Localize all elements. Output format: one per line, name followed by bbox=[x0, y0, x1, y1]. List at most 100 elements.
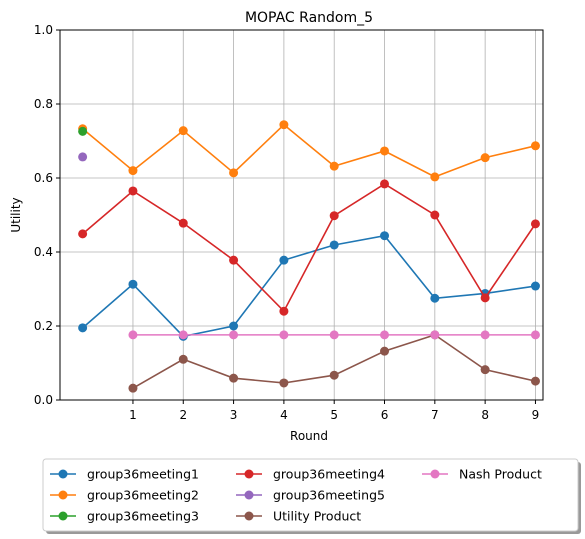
legend-entry-group36meeting3: group36meeting3 bbox=[50, 509, 199, 524]
data-point-group36meeting2 bbox=[530, 141, 540, 151]
x-tick-label: 9 bbox=[532, 408, 540, 422]
data-point-utility-product bbox=[530, 376, 540, 386]
series-group36meeting4 bbox=[78, 179, 540, 316]
data-point-group36meeting1 bbox=[329, 240, 339, 250]
legend-entry-nash-product: Nash Product bbox=[422, 467, 542, 482]
legend: group36meeting1 group36meeting2 group36mee… bbox=[42, 458, 581, 534]
legend-box bbox=[42, 458, 579, 532]
data-point-group36meeting4 bbox=[530, 219, 540, 229]
y-tick-label: 0.4 bbox=[34, 245, 53, 259]
y-tick-label: 0.0 bbox=[34, 393, 53, 407]
series-group36meeting2 bbox=[78, 120, 540, 182]
legend-label: group36meeting2 bbox=[87, 488, 199, 503]
x-tick-label: 6 bbox=[381, 408, 389, 422]
data-point-group36meeting1 bbox=[430, 293, 440, 303]
data-point-nash-product bbox=[430, 330, 440, 340]
legend-entry-group36meeting4: group36meeting4 bbox=[236, 467, 385, 482]
y-tick-label: 0.6 bbox=[34, 171, 53, 185]
data-point-group36meeting4 bbox=[279, 306, 289, 316]
legend-marker bbox=[58, 511, 68, 521]
data-point-nash-product bbox=[530, 330, 540, 340]
data-point-group36meeting1 bbox=[229, 321, 239, 331]
data-point-group36meeting4 bbox=[229, 255, 239, 265]
data-point-group36meeting5 bbox=[78, 152, 88, 162]
data-point-utility-product bbox=[128, 383, 138, 393]
x-tick-label: 5 bbox=[330, 408, 338, 422]
x-axis-label: Round bbox=[290, 429, 328, 443]
data-point-group36meeting2 bbox=[178, 126, 188, 136]
legend-entry-group36meeting5: group36meeting5 bbox=[236, 488, 385, 503]
data-point-group36meeting4 bbox=[329, 211, 339, 221]
data-point-utility-product bbox=[178, 354, 188, 364]
legend-label: Nash Product bbox=[459, 467, 542, 482]
series-group36meeting1 bbox=[78, 231, 540, 341]
data-point-group36meeting1 bbox=[279, 255, 289, 265]
legend-label: group36meeting5 bbox=[273, 488, 385, 503]
data-point-nash-product bbox=[279, 330, 289, 340]
data-point-utility-product bbox=[229, 373, 239, 383]
data-point-group36meeting2 bbox=[229, 168, 239, 178]
y-tick-label: 0.2 bbox=[34, 319, 53, 333]
data-point-group36meeting2 bbox=[430, 172, 440, 182]
legend-marker bbox=[244, 511, 254, 521]
data-point-group36meeting1 bbox=[78, 323, 88, 333]
y-tick-label: 1.0 bbox=[34, 23, 53, 37]
legend-entry-utility-product: Utility Product bbox=[236, 509, 361, 524]
legend-entry-group36meeting1: group36meeting1 bbox=[50, 467, 199, 482]
data-point-nash-product bbox=[178, 330, 188, 340]
x-tick-label: 4 bbox=[280, 408, 288, 422]
data-point-group36meeting4 bbox=[430, 210, 440, 220]
data-point-nash-product bbox=[380, 330, 390, 340]
series-line-group36meeting2 bbox=[82, 123, 536, 178]
legend-entries: group36meeting1 group36meeting2 group36mee… bbox=[50, 467, 542, 524]
data-point-nash-product bbox=[128, 330, 138, 340]
x-tick-label: 1 bbox=[129, 408, 137, 422]
data-point-group36meeting4 bbox=[480, 293, 490, 303]
legend-label: group36meeting1 bbox=[87, 467, 199, 482]
data-point-nash-product bbox=[229, 330, 239, 340]
data-point-group36meeting4 bbox=[78, 229, 88, 239]
x-tick-label: 3 bbox=[230, 408, 238, 422]
data-point-utility-product bbox=[480, 365, 490, 375]
grid bbox=[60, 29, 543, 401]
legend-marker bbox=[244, 469, 254, 479]
x-tick-label: 2 bbox=[179, 408, 187, 422]
x-tick-label: 8 bbox=[481, 408, 489, 422]
legend-marker bbox=[58, 469, 68, 479]
data-point-utility-product bbox=[279, 378, 289, 388]
data-point-group36meeting1 bbox=[530, 281, 540, 291]
y-tick-label: 0.8 bbox=[34, 97, 53, 111]
legend-label: group36meeting3 bbox=[87, 509, 199, 524]
legend-label: Utility Product bbox=[273, 509, 361, 524]
data-point-group36meeting2 bbox=[279, 120, 289, 130]
data-point-utility-product bbox=[380, 346, 390, 356]
legend-marker bbox=[430, 469, 440, 479]
legend-entry-group36meeting2: group36meeting2 bbox=[50, 488, 199, 503]
plot-series bbox=[78, 120, 540, 393]
data-point-group36meeting4 bbox=[178, 218, 188, 228]
series-line-group36meeting1 bbox=[82, 234, 536, 338]
data-point-group36meeting4 bbox=[380, 179, 390, 189]
y-axis-label: Utility bbox=[9, 197, 23, 232]
series-nash-product bbox=[128, 330, 540, 340]
data-point-group36meeting1 bbox=[128, 279, 138, 289]
x-tick-label: 7 bbox=[431, 408, 439, 422]
data-point-nash-product bbox=[480, 330, 490, 340]
legend-marker bbox=[58, 490, 68, 500]
data-point-group36meeting2 bbox=[480, 153, 490, 163]
plot-frame bbox=[59, 29, 544, 401]
data-point-group36meeting1 bbox=[380, 231, 390, 241]
chart-title: MOPAC Random_5 bbox=[245, 10, 373, 26]
series-line-group36meeting4 bbox=[82, 182, 537, 313]
data-point-nash-product bbox=[329, 330, 339, 340]
data-point-group36meeting2 bbox=[380, 146, 390, 156]
legend-marker bbox=[244, 490, 254, 500]
axis-ticks: 1 2 3 4 5 6 7 8 9 0.0 0.2 0.4 0.6 0.8 1.0 bbox=[34, 23, 539, 422]
data-point-group36meeting2 bbox=[329, 161, 339, 171]
series-group36meeting5 bbox=[78, 152, 88, 162]
data-point-group36meeting3 bbox=[78, 126, 88, 136]
data-point-group36meeting2 bbox=[128, 166, 138, 176]
data-point-group36meeting4 bbox=[128, 186, 138, 196]
legend-label: group36meeting4 bbox=[273, 467, 385, 482]
